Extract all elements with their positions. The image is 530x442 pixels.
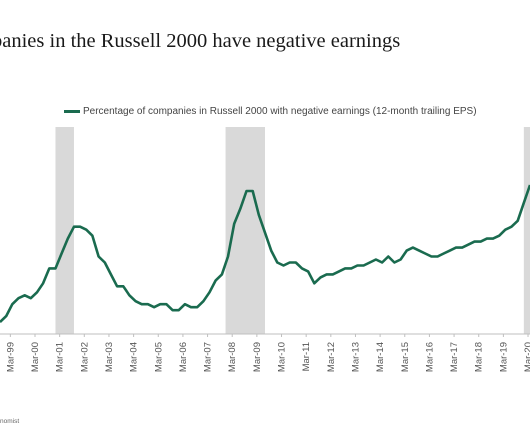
- recession-band-3: [523, 127, 530, 334]
- x-axis-ticks: Mar-99 Mar-00 Mar-01 Mar-02 Mar-03 Mar-04 Mar-…: [5, 334, 530, 372]
- x-tick-label: Mar-09: [252, 342, 263, 372]
- x-tick-label: Mar-16: [424, 342, 435, 372]
- x-tick-label: Mar-20: [523, 342, 530, 372]
- x-tick-label: Mar-08: [227, 342, 238, 372]
- x-tick-label: Mar-99: [5, 342, 16, 372]
- x-tick-label: Mar-07: [203, 342, 214, 372]
- x-tick-label: Mar-18: [474, 342, 485, 372]
- source-note: nomist: [0, 418, 20, 425]
- x-tick-label: Mar-04: [129, 342, 140, 372]
- x-tick-label: Mar-12: [326, 342, 337, 372]
- x-tick-label: Mar-14: [375, 342, 386, 372]
- x-tick-label: Mar-10: [277, 342, 288, 372]
- x-tick-label: Mar-13: [350, 342, 361, 372]
- legend-swatch: [64, 110, 80, 113]
- x-tick-label: Mar-05: [153, 342, 164, 372]
- x-tick-label: Mar-03: [104, 342, 115, 372]
- recession-band-2: [225, 127, 265, 334]
- recession-band-1: [55, 127, 74, 334]
- legend: Percentage of companies in Russell 2000 …: [64, 106, 477, 117]
- x-tick-label: Mar-00: [30, 342, 41, 372]
- x-tick-label: Mar-11: [301, 342, 312, 371]
- chart-title: panies in the Russell 2000 have negative…: [0, 30, 401, 52]
- series-line: [0, 184, 530, 324]
- legend-label: Percentage of companies in Russell 2000 …: [83, 106, 477, 117]
- x-tick-label: Mar-06: [178, 342, 189, 372]
- x-tick-label: Mar-19: [498, 342, 509, 372]
- recession-bands: [55, 127, 530, 334]
- x-tick-label: Mar-15: [400, 342, 411, 372]
- x-tick-label: Mar-17: [449, 342, 460, 372]
- x-tick-label: Mar-01: [55, 342, 66, 372]
- x-tick-label: Mar-02: [79, 342, 90, 372]
